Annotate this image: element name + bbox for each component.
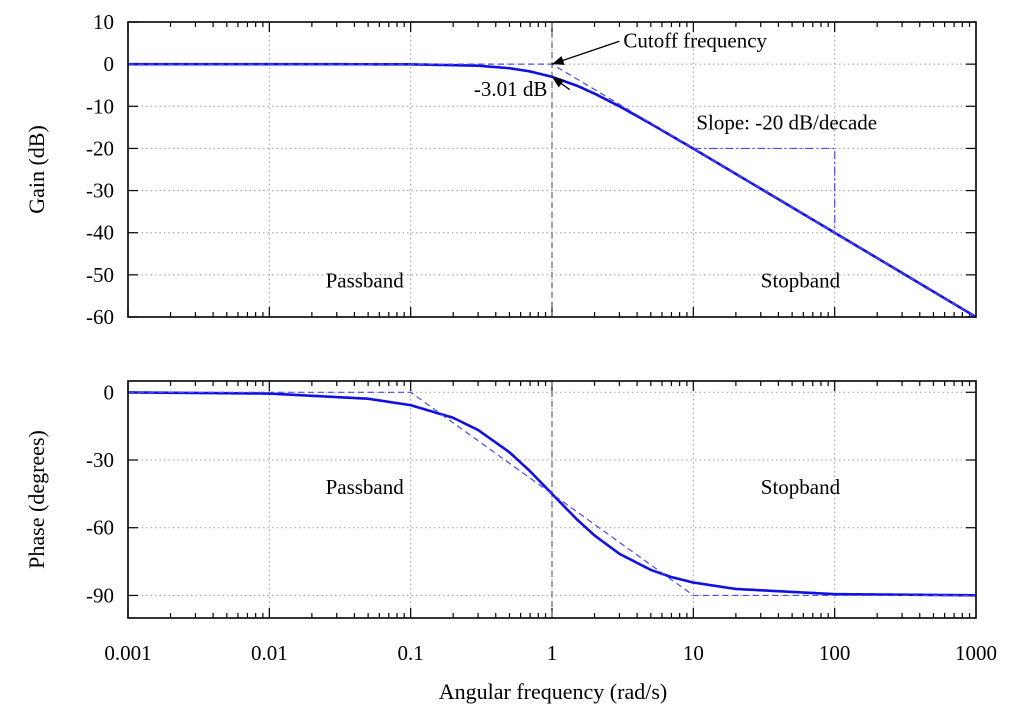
annotation-stopband: Stopband (761, 269, 841, 293)
x-axis: 0.001 0.01 0.1 1 10 100 1000 (104, 641, 997, 665)
annotation-slope-20-db-decade: Slope: -20 dB/decade (696, 110, 877, 134)
y-tick-label: -30 (86, 179, 114, 203)
x-tick-label: 0.001 (104, 641, 151, 665)
phase-panel: 0 -30 -60 -90 Phase (degrees) Passband Stopban… (24, 380, 977, 619)
y-axis-label: Gain (dB) (24, 125, 49, 214)
x-tick-label: 1000 (955, 641, 997, 665)
x-tick-label: 0.01 (251, 641, 288, 665)
y-tick-label: 0 (104, 52, 115, 76)
y-tick-label: -90 (86, 583, 114, 607)
x-tick-label: 100 (819, 641, 851, 665)
y-tick-label: -60 (86, 516, 114, 540)
x-tick-label: 10 (683, 641, 704, 665)
annotation-arrow (551, 40, 620, 65)
annotation-passband: Passband (326, 475, 405, 499)
annotation-3-01-db: -3.01 dB (474, 77, 548, 101)
series-phase-response (127, 391, 977, 597)
y-tick-label: 10 (93, 10, 114, 34)
annotation-stopband: Stopband (761, 475, 841, 499)
plot-frame (127, 380, 977, 619)
y-tick-label: -20 (86, 136, 114, 160)
x-tick-label: 1 (547, 641, 558, 665)
x-axis-label: Angular frequency (rad/s) (439, 679, 667, 704)
y-axis-label: Phase (degrees) (24, 430, 49, 569)
annotation-passband: Passband (326, 269, 405, 293)
x-tick-label: 0.1 (398, 641, 424, 665)
series-asymptote (128, 391, 976, 597)
y-tick-label: -40 (86, 221, 114, 245)
series-slope-indicator (693, 147, 836, 233)
y-tick-label: -30 (86, 448, 114, 472)
y-tick-label: -10 (86, 94, 114, 118)
annotation-cutoff-frequency: Cutoff frequency (623, 28, 767, 52)
annotation-arrow (551, 76, 571, 91)
y-tick-label: -60 (86, 305, 114, 329)
y-tick-label: 0 (104, 380, 115, 404)
y-tick-label: -50 (86, 263, 114, 287)
plot-frame (127, 21, 977, 318)
gain-panel: 10 0 -10 -20 -30 -40 -50 -60 Gain (dB) Cutoff fre… (24, 10, 977, 329)
